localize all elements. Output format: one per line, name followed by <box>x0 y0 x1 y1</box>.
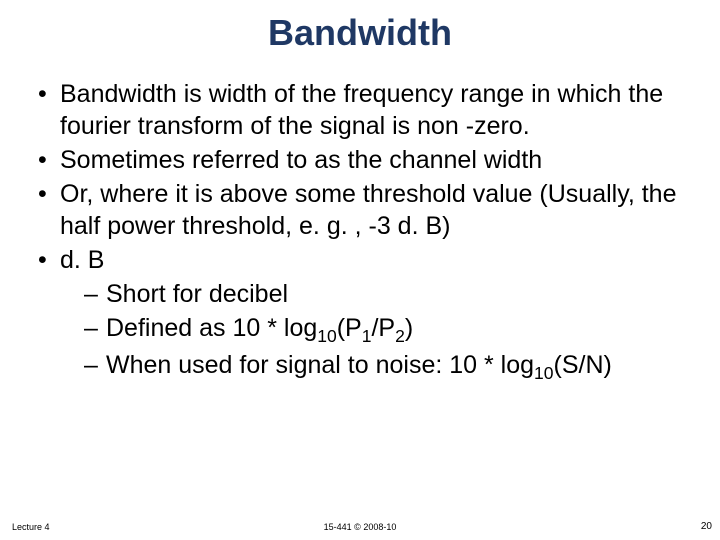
sub-bullet-item: Defined as 10 * log10(P1/P2) <box>84 312 700 347</box>
sub-bullet-list: Short for decibel Defined as 10 * log10(… <box>60 278 700 385</box>
subscript: 1 <box>362 326 372 346</box>
slide-title: Bandwidth <box>20 12 700 54</box>
subscript: 10 <box>317 326 336 346</box>
sub-text: Defined as 10 * log <box>106 314 317 342</box>
bullet-text: d. B <box>60 246 104 274</box>
sub-text: ) <box>405 314 413 342</box>
sub-text: /P <box>371 314 395 342</box>
sub-text: When used for signal to noise: 10 * log <box>106 351 534 379</box>
subscript: 10 <box>534 363 553 383</box>
sub-text: (S/N) <box>554 351 612 379</box>
slide-content: Bandwidth is width of the frequency rang… <box>20 78 700 385</box>
bullet-item: Sometimes referred to as the channel wid… <box>34 144 700 176</box>
sub-bullet-item: When used for signal to noise: 10 * log1… <box>84 349 700 384</box>
bullet-item: Or, where it is above some threshold val… <box>34 178 700 242</box>
sub-bullet-item: Short for decibel <box>84 278 700 310</box>
footer-page-number: 20 <box>701 521 712 532</box>
sub-text: (P <box>337 314 362 342</box>
bullet-item: Bandwidth is width of the frequency rang… <box>34 78 700 142</box>
footer-center: 15-441 © 2008-10 <box>0 522 720 532</box>
subscript: 2 <box>395 326 405 346</box>
bullet-list: Bandwidth is width of the frequency rang… <box>34 78 700 385</box>
slide: Bandwidth Bandwidth is width of the freq… <box>0 0 720 540</box>
bullet-item: d. B Short for decibel Defined as 10 * l… <box>34 244 700 385</box>
